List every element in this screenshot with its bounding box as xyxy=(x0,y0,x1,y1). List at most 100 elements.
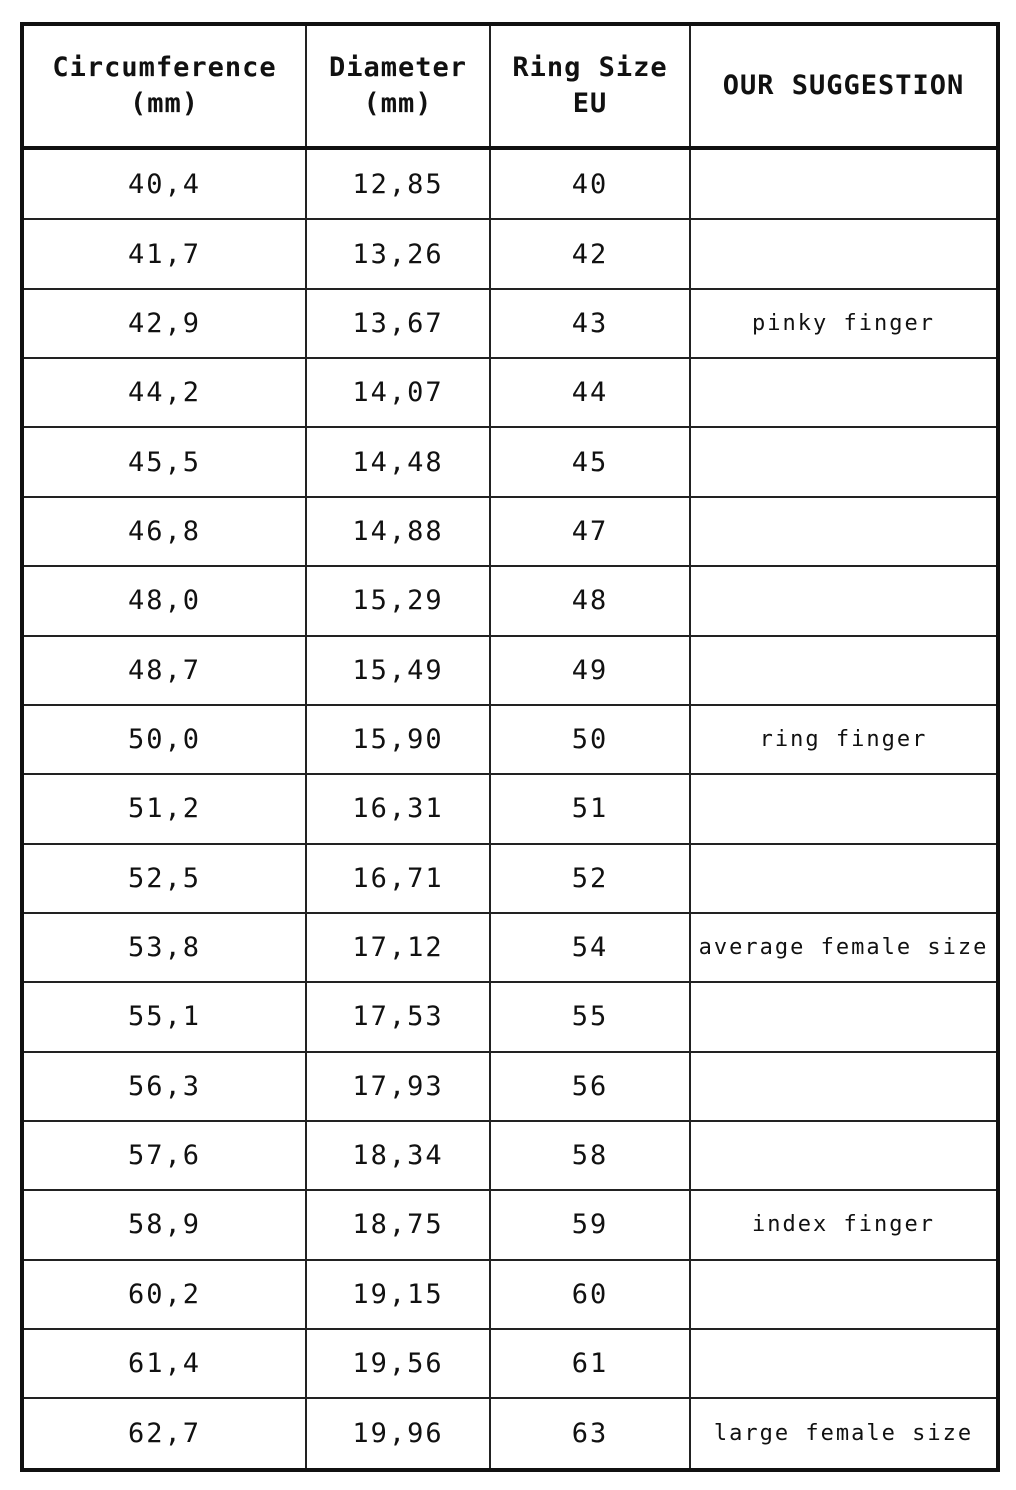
table-row: 52,5 16,71 52 xyxy=(21,842,999,914)
value-cell: 54 xyxy=(489,911,691,984)
value-cell: 48 xyxy=(489,565,691,637)
suggestion-cell xyxy=(689,218,999,290)
suggestion-cell: large female size xyxy=(689,1397,999,1471)
table-row: 58,9 18,75 59 index finger xyxy=(21,1189,999,1261)
table-row: 48,7 15,49 49 xyxy=(21,634,999,706)
value-cell: 14,07 xyxy=(305,357,491,429)
value-cell: 48,0 xyxy=(21,565,307,637)
table-row: 48,0 15,29 48 xyxy=(21,565,999,637)
table-row: 57,6 18,34 58 xyxy=(21,1119,999,1192)
value-cell: 44 xyxy=(489,357,691,429)
value-cell: 12,85 xyxy=(305,146,491,221)
value-cell: 15,90 xyxy=(305,703,491,776)
suggestion-cell xyxy=(689,634,999,706)
table-row: 50,0 15,90 50 ring finger xyxy=(21,703,999,776)
value-cell: 57,6 xyxy=(21,1119,307,1192)
value-cell: 49 xyxy=(489,634,691,706)
value-cell: 55 xyxy=(489,981,691,1053)
header-cell: OUR SUGGESTION xyxy=(689,23,999,150)
value-cell: 13,67 xyxy=(305,287,491,360)
table-row: 61,4 19,56 61 xyxy=(21,1327,999,1400)
table-row: 62,7 19,96 63 large female size xyxy=(21,1397,999,1471)
suggestion-cell: index finger xyxy=(689,1189,999,1261)
value-cell: 47 xyxy=(489,495,691,568)
value-cell: 45,5 xyxy=(21,426,307,498)
suggestion-cell xyxy=(689,357,999,429)
header-cell: Circumference (mm) xyxy=(21,23,307,150)
table-row: 46,8 14,88 47 xyxy=(21,495,999,568)
table-row: 60,2 19,15 60 xyxy=(21,1258,999,1330)
value-cell: 52,5 xyxy=(21,842,307,914)
table-row: 55,1 17,53 55 xyxy=(21,981,999,1053)
value-cell: 14,48 xyxy=(305,426,491,498)
value-cell: 55,1 xyxy=(21,981,307,1053)
value-cell: 14,88 xyxy=(305,495,491,568)
value-cell: 16,31 xyxy=(305,773,491,845)
suggestion-cell xyxy=(689,495,999,568)
table-row: 56,3 17,93 56 xyxy=(21,1050,999,1122)
suggestion-cell xyxy=(689,1119,999,1192)
value-cell: 58 xyxy=(489,1119,691,1192)
suggestion-cell xyxy=(689,1258,999,1330)
value-cell: 15,29 xyxy=(305,565,491,637)
suggestion-cell xyxy=(689,426,999,498)
value-cell: 13,26 xyxy=(305,218,491,290)
value-cell: 46,8 xyxy=(21,495,307,568)
table-header: Circumference (mm) Diameter (mm) Ring Size… xyxy=(21,23,999,150)
suggestion-cell xyxy=(689,1050,999,1122)
value-cell: 48,7 xyxy=(21,634,307,706)
value-cell: 61,4 xyxy=(21,1327,307,1400)
value-cell: 42,9 xyxy=(21,287,307,360)
value-cell: 59 xyxy=(489,1189,691,1261)
suggestion-cell xyxy=(689,842,999,914)
value-cell: 17,93 xyxy=(305,1050,491,1122)
suggestion-cell: pinky finger xyxy=(689,287,999,360)
value-cell: 56 xyxy=(489,1050,691,1122)
value-cell: 53,8 xyxy=(21,911,307,984)
value-cell: 56,3 xyxy=(21,1050,307,1122)
value-cell: 50,0 xyxy=(21,703,307,776)
value-cell: 51,2 xyxy=(21,773,307,845)
table-row: 40,4 12,85 40 xyxy=(21,146,999,221)
value-cell: 45 xyxy=(489,426,691,498)
value-cell: 50 xyxy=(489,703,691,776)
value-cell: 17,12 xyxy=(305,911,491,984)
value-cell: 15,49 xyxy=(305,634,491,706)
table-row: 44,2 14,07 44 xyxy=(21,357,999,429)
value-cell: 44,2 xyxy=(21,357,307,429)
value-cell: 61 xyxy=(489,1327,691,1400)
value-cell: 18,75 xyxy=(305,1189,491,1261)
value-cell: 40,4 xyxy=(21,146,307,221)
value-cell: 41,7 xyxy=(21,218,307,290)
value-cell: 63 xyxy=(489,1397,691,1471)
value-cell: 51 xyxy=(489,773,691,845)
ring-size-table: Circumference (mm) Diameter (mm) Ring Size… xyxy=(20,22,1000,1472)
suggestion-cell xyxy=(689,773,999,845)
table-row: 45,5 14,48 45 xyxy=(21,426,999,498)
value-cell: 42 xyxy=(489,218,691,290)
table-row: 41,7 13,26 42 xyxy=(21,218,999,290)
suggestion-cell xyxy=(689,1327,999,1400)
value-cell: 60 xyxy=(489,1258,691,1330)
value-cell: 40 xyxy=(489,146,691,221)
table-row: 53,8 17,12 54 average female size xyxy=(21,911,999,984)
value-cell: 17,53 xyxy=(305,981,491,1053)
value-cell: 43 xyxy=(489,287,691,360)
value-cell: 19,96 xyxy=(305,1397,491,1471)
table-row: 42,9 13,67 43 pinky finger xyxy=(21,287,999,360)
header-cell: Diameter (mm) xyxy=(305,23,491,150)
value-cell: 19,15 xyxy=(305,1258,491,1330)
value-cell: 52 xyxy=(489,842,691,914)
suggestion-cell xyxy=(689,565,999,637)
value-cell: 60,2 xyxy=(21,1258,307,1330)
table-row: 51,2 16,31 51 xyxy=(21,773,999,845)
value-cell: 62,7 xyxy=(21,1397,307,1471)
value-cell: 18,34 xyxy=(305,1119,491,1192)
header-row: Circumference (mm) Diameter (mm) Ring Size… xyxy=(21,23,999,150)
value-cell: 19,56 xyxy=(305,1327,491,1400)
suggestion-cell xyxy=(689,146,999,221)
suggestion-cell xyxy=(689,981,999,1053)
table-body: 40,4 12,85 40 41,7 13,26 42 42,9 13,67 43 pinky f… xyxy=(21,146,999,1471)
suggestion-cell: ring finger xyxy=(689,703,999,776)
